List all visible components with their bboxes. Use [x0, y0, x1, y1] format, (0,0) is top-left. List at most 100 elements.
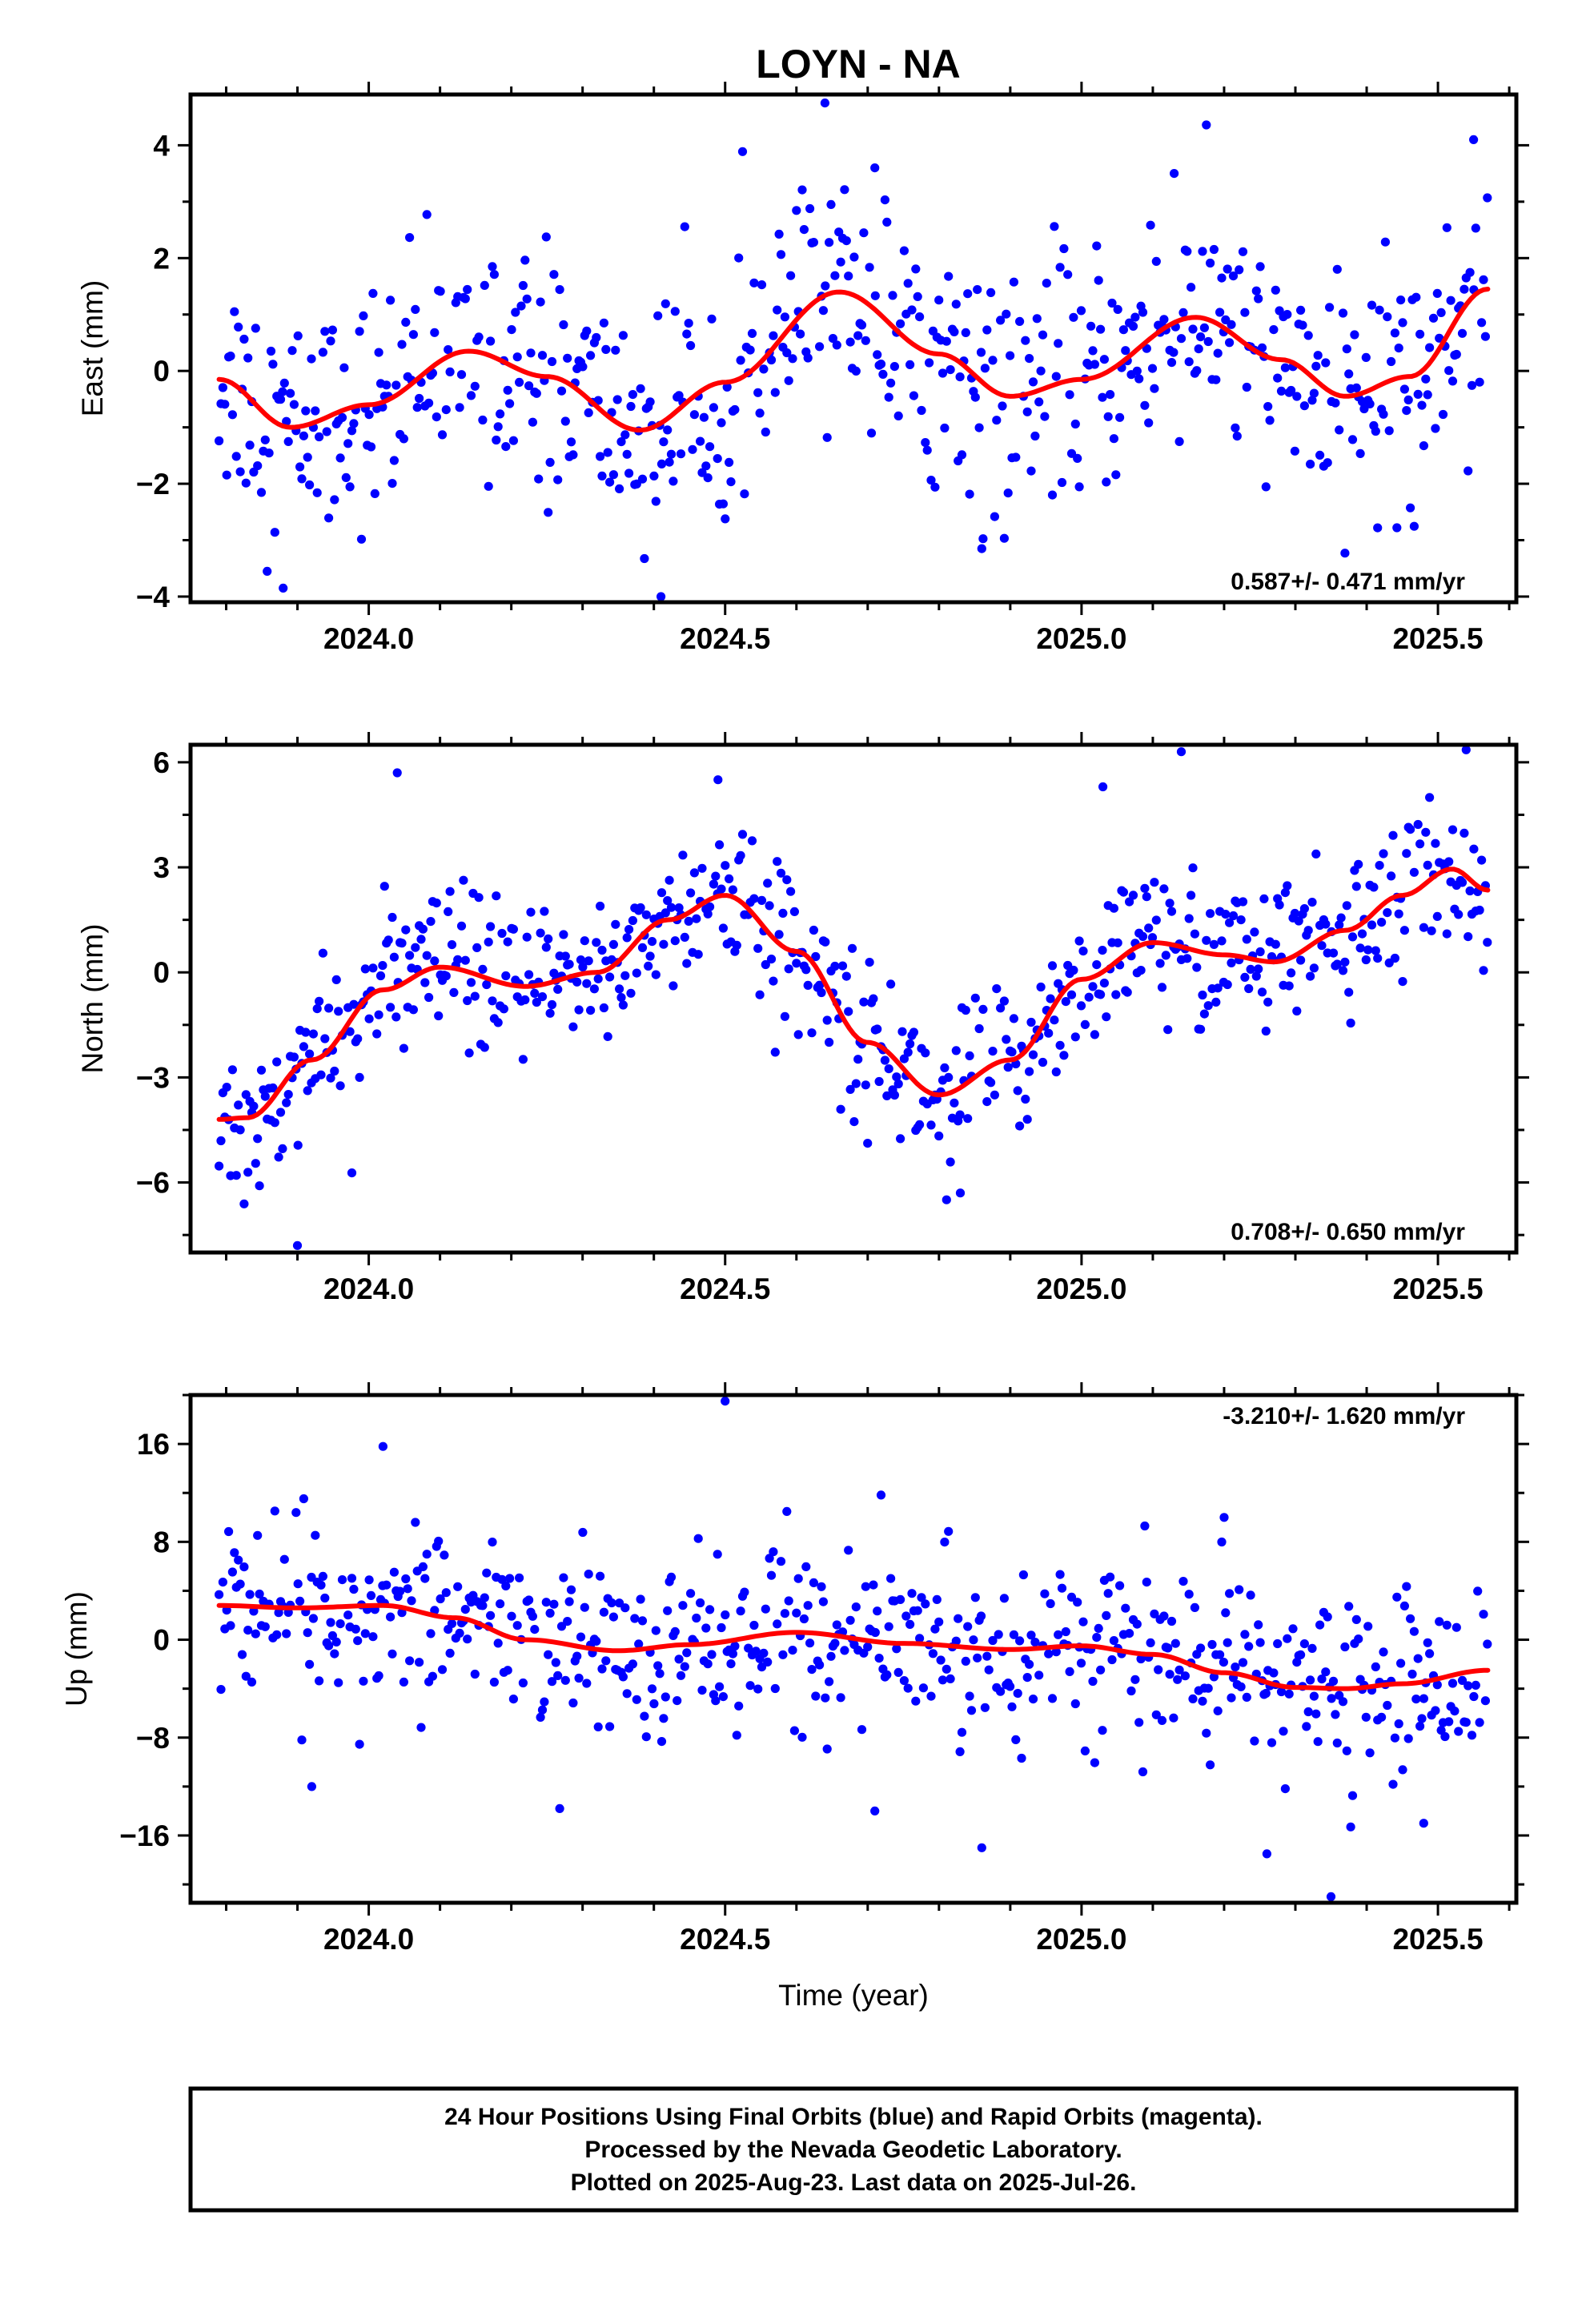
data-point — [637, 943, 648, 952]
data-point — [407, 1596, 416, 1606]
data-point — [1438, 409, 1448, 420]
data-point — [1464, 932, 1473, 942]
data-point — [253, 461, 263, 471]
data-point — [682, 959, 692, 968]
data-point — [564, 959, 574, 969]
data-point — [1213, 983, 1223, 993]
data-point — [861, 336, 870, 345]
data-point — [769, 331, 778, 340]
data-point — [326, 336, 335, 346]
data-point — [1262, 1849, 1271, 1859]
data-point — [986, 1078, 996, 1088]
data-point — [320, 1034, 330, 1043]
data-point — [324, 513, 334, 523]
data-point — [1166, 907, 1177, 916]
data-point — [1351, 383, 1361, 392]
data-point — [1236, 915, 1246, 925]
data-point — [486, 922, 496, 931]
data-point — [578, 962, 588, 972]
data-point — [980, 364, 990, 373]
data-point — [776, 250, 786, 259]
data-point — [749, 1620, 759, 1630]
data-point — [1303, 331, 1313, 340]
data-point — [1151, 256, 1161, 266]
data-point — [851, 1079, 861, 1088]
data-point — [957, 450, 967, 460]
data-point — [769, 976, 778, 986]
data-point — [287, 346, 297, 356]
data-point — [1402, 849, 1411, 858]
data-point — [1166, 358, 1177, 368]
data-point — [1271, 939, 1280, 949]
data-point — [1057, 1583, 1067, 1593]
data-point — [401, 925, 411, 935]
data-point — [1306, 460, 1315, 469]
data-point — [1080, 1019, 1090, 1029]
data-point — [337, 412, 347, 423]
data-point — [676, 449, 686, 459]
data-point — [1066, 1592, 1077, 1602]
data-point — [318, 348, 327, 357]
data-point — [478, 415, 488, 425]
data-point — [669, 476, 678, 486]
footer-line-3: Plotted on 2025-Aug-23. Last data on 202… — [571, 2169, 1137, 2196]
data-point — [334, 1678, 343, 1687]
data-point — [540, 907, 549, 916]
data-point — [680, 222, 689, 231]
data-point — [1413, 389, 1423, 399]
data-point — [1383, 312, 1392, 322]
data-point — [661, 299, 670, 308]
data-point — [1296, 955, 1306, 965]
data-point — [275, 1108, 286, 1117]
data-point — [1255, 947, 1265, 957]
data-point — [279, 378, 289, 388]
data-point — [1219, 1658, 1228, 1667]
data-point — [999, 996, 1009, 1006]
data-point — [1078, 1617, 1088, 1626]
data-point — [360, 964, 370, 974]
data-point — [508, 436, 519, 445]
footer-box — [188, 2086, 1519, 2213]
data-point — [676, 1671, 686, 1680]
data-point — [901, 1611, 911, 1621]
data-point — [1363, 1622, 1373, 1631]
data-point — [665, 457, 674, 467]
data-point — [605, 972, 615, 982]
data-point — [759, 1648, 769, 1658]
data-point — [493, 422, 503, 432]
data-point — [1211, 375, 1221, 384]
data-point — [1046, 1598, 1055, 1609]
data-point — [270, 1506, 279, 1516]
data-point — [616, 993, 626, 1003]
data-point — [751, 1647, 761, 1656]
data-point — [1069, 965, 1078, 975]
data-point — [1038, 330, 1048, 340]
data-point — [1479, 966, 1488, 975]
data-point — [844, 1546, 853, 1555]
data-point — [436, 287, 445, 296]
data-point — [921, 1599, 930, 1609]
data-point — [1040, 412, 1050, 421]
data-point — [534, 474, 544, 484]
data-point — [282, 416, 291, 426]
data-point — [970, 392, 980, 402]
data-point — [990, 512, 999, 521]
data-point — [647, 1684, 657, 1694]
data-point — [1394, 344, 1403, 353]
data-point — [489, 1677, 500, 1687]
data-point — [1469, 1691, 1479, 1702]
x-tick-label: 2024.0 — [323, 1923, 414, 1956]
data-point — [364, 1575, 374, 1585]
data-point — [1398, 977, 1407, 987]
data-point — [836, 257, 845, 267]
data-point — [293, 1579, 303, 1589]
data-point — [682, 1648, 692, 1658]
data-point — [1240, 972, 1250, 982]
data-point — [528, 417, 538, 427]
data-point — [911, 1696, 921, 1706]
data-point — [278, 387, 287, 396]
data-point — [1073, 1598, 1082, 1607]
data-point — [1406, 503, 1415, 513]
data-point — [1327, 1694, 1336, 1703]
data-point — [436, 1594, 445, 1604]
